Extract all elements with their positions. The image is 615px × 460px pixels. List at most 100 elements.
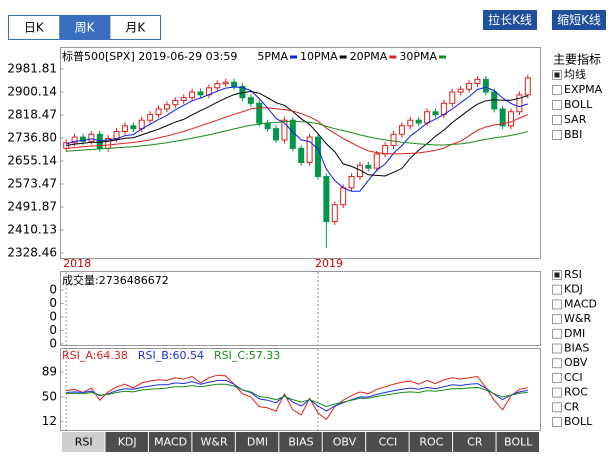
checkbox-label[interactable]: BBI bbox=[564, 128, 582, 141]
period-tab-selected[interactable] bbox=[59, 15, 110, 40]
indicator-tab[interactable]: CR bbox=[467, 436, 483, 449]
y-tick-label: 2410.13 bbox=[7, 222, 57, 236]
legend-label: 10PMA bbox=[300, 50, 338, 63]
checkbox-label[interactable]: KDJ bbox=[564, 283, 583, 296]
checkbox-label[interactable]: BOLL bbox=[564, 98, 593, 111]
indicator-tab[interactable]: BOLL bbox=[504, 436, 533, 449]
checkbox-label[interactable]: ROC bbox=[564, 386, 588, 399]
checkbox[interactable] bbox=[552, 402, 562, 413]
button[interactable]: 缩短K线 bbox=[557, 12, 601, 27]
indicator-tab-bg[interactable] bbox=[105, 432, 148, 452]
x-tick-label: 2019 bbox=[315, 257, 343, 270]
period-tab[interactable]: 月K bbox=[125, 21, 146, 35]
candle-body bbox=[130, 125, 137, 130]
button-bg[interactable] bbox=[483, 10, 537, 30]
indicator-tab[interactable]: ROC bbox=[419, 436, 443, 449]
checkbox-label[interactable]: MACD bbox=[564, 297, 597, 310]
checkbox[interactable] bbox=[552, 100, 562, 110]
checkbox[interactable] bbox=[552, 328, 562, 339]
candle-body bbox=[356, 164, 363, 178]
legend-swatch bbox=[290, 55, 298, 59]
indicator-tab[interactable]: KDJ bbox=[118, 436, 137, 449]
period-tab[interactable]: 日K bbox=[24, 21, 45, 35]
checkbox-label[interactable]: CCI bbox=[564, 371, 583, 384]
indicator-tab-bg[interactable] bbox=[192, 432, 235, 452]
checkbox-label[interactable]: SAR bbox=[564, 113, 587, 126]
checkbox-label[interactable]: OBV bbox=[564, 356, 588, 369]
y-tick-label: 2655.14 bbox=[7, 154, 57, 168]
checkbox-label[interactable]: EXPMA bbox=[564, 83, 603, 96]
candle-body bbox=[382, 145, 389, 155]
candle-body bbox=[155, 108, 162, 116]
candle-body bbox=[71, 136, 78, 144]
checkbox-label[interactable]: CR bbox=[564, 400, 580, 413]
checkbox[interactable] bbox=[552, 387, 562, 398]
checkbox-label[interactable]: BIAS bbox=[564, 342, 589, 355]
button-bg[interactable] bbox=[552, 10, 606, 30]
volume-frame bbox=[60, 271, 541, 346]
indicator-tab[interactable]: OBV bbox=[333, 436, 357, 449]
indicator-tab-bg[interactable] bbox=[409, 432, 453, 452]
indicator-tab-bg[interactable] bbox=[496, 432, 539, 452]
y-tick-label: 2573.47 bbox=[7, 177, 57, 191]
main-indicators-title: 主要指标 bbox=[553, 52, 601, 67]
indicator-tab-bg[interactable] bbox=[62, 432, 105, 452]
checkbox-label[interactable]: W&R bbox=[564, 312, 591, 325]
y-tick-label: 12 bbox=[42, 414, 57, 428]
indicator-tab-bg[interactable] bbox=[366, 432, 409, 452]
checkbox[interactable] bbox=[552, 358, 562, 369]
button[interactable]: 拉长K线 bbox=[488, 12, 532, 27]
checkbox[interactable] bbox=[552, 115, 562, 125]
checkbox[interactable] bbox=[552, 299, 562, 310]
chart-title: 成交量:2736486672 bbox=[62, 273, 169, 287]
candle-body bbox=[407, 119, 414, 127]
candle-body bbox=[231, 81, 238, 87]
checkbox-label[interactable]: 均线 bbox=[564, 67, 586, 81]
ma-line bbox=[66, 90, 528, 177]
checkbox[interactable] bbox=[552, 417, 562, 427]
checkbox[interactable] bbox=[552, 130, 562, 140]
indicator-tab[interactable]: CCI bbox=[379, 436, 398, 449]
candle-body bbox=[491, 91, 498, 110]
candle-body bbox=[449, 91, 456, 104]
candle-body bbox=[121, 125, 128, 132]
checkbox[interactable] bbox=[552, 343, 562, 354]
candle-body bbox=[214, 83, 221, 89]
candle-body bbox=[247, 97, 254, 104]
indicator-tab[interactable]: RSI bbox=[75, 436, 93, 449]
indicator-tab-bg[interactable] bbox=[235, 432, 279, 452]
indicator-tab[interactable]: BIAS bbox=[288, 436, 313, 449]
checkbox[interactable] bbox=[552, 85, 562, 95]
candle-body bbox=[172, 99, 179, 106]
legend-label: 20PMA bbox=[350, 50, 388, 63]
checkbox[interactable] bbox=[552, 284, 562, 295]
checkbox-label[interactable]: BOLL bbox=[564, 415, 593, 428]
indicator-tab-bg[interactable] bbox=[279, 432, 322, 452]
checkbox[interactable] bbox=[552, 372, 562, 383]
checkbox-check[interactable] bbox=[554, 72, 560, 78]
legend-swatch bbox=[339, 55, 347, 59]
indicator-tab[interactable]: W&R bbox=[201, 436, 228, 449]
indicator-tab-bg[interactable] bbox=[322, 432, 366, 452]
candle-body bbox=[415, 119, 422, 124]
candle-body bbox=[180, 97, 187, 101]
candle-body bbox=[197, 91, 204, 96]
candle-body bbox=[273, 128, 280, 141]
candle-body bbox=[373, 153, 380, 169]
indicator-tab-bg[interactable] bbox=[453, 432, 496, 452]
candle-body bbox=[432, 111, 439, 116]
period-tab[interactable]: 周K bbox=[75, 21, 96, 35]
candle-body bbox=[323, 176, 330, 223]
checkbox-check[interactable] bbox=[554, 272, 560, 278]
checkbox[interactable] bbox=[552, 314, 562, 325]
candle-body bbox=[298, 147, 305, 163]
checkbox-label[interactable]: RSI bbox=[564, 268, 582, 281]
checkbox-label[interactable]: DMI bbox=[564, 327, 585, 340]
y-tick-label: 0 bbox=[49, 310, 57, 324]
candle-body bbox=[88, 133, 95, 142]
indicator-tab-bg[interactable] bbox=[148, 432, 192, 452]
candle-body bbox=[474, 78, 481, 85]
indicator-tab[interactable]: MACD bbox=[154, 436, 187, 449]
indicator-tab[interactable]: DMI bbox=[247, 436, 268, 449]
